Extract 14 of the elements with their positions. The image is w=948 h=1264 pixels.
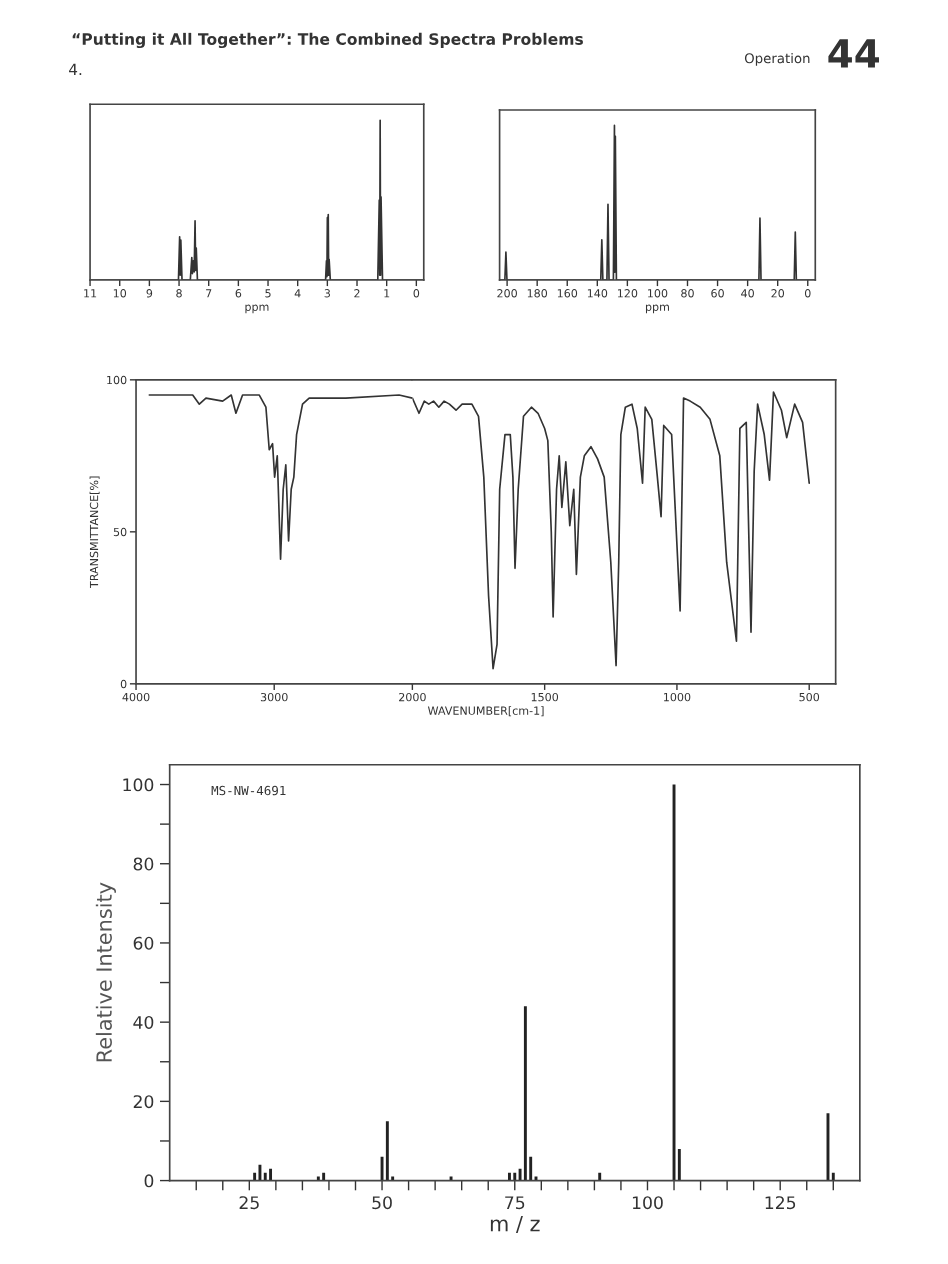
x-tick-label: 25: [239, 1196, 259, 1210]
y-tick-label: 100: [123, 778, 154, 792]
y-tick-label: 80: [133, 857, 154, 871]
x-axis-title: m / z: [490, 1215, 540, 1234]
y-tick-label: 0: [144, 1174, 154, 1188]
x-tick-label: 125: [765, 1196, 796, 1210]
x-tick-label: 100: [632, 1196, 663, 1210]
y-tick-label: 40: [133, 1015, 154, 1029]
text: 44: [828, 39, 879, 68]
x-tick-label: 50: [372, 1196, 392, 1210]
y-tick-label: 20: [133, 1095, 154, 1109]
y-tick-label: 60: [133, 936, 154, 950]
y-axis-title: Relative Intensity: [95, 882, 116, 1062]
x-tick-label: 75: [505, 1196, 525, 1210]
